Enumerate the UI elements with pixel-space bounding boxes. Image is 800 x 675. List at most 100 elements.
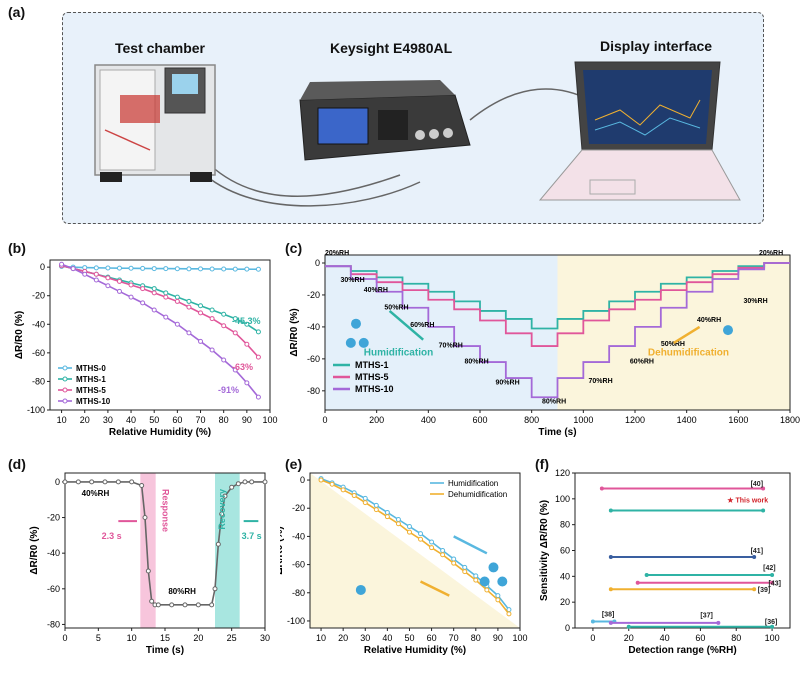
range-start bbox=[644, 573, 649, 578]
test-chamber-illustration bbox=[94, 64, 216, 182]
droplet-icon bbox=[345, 337, 356, 348]
data-point bbox=[140, 265, 146, 271]
y-tick-label: -100 bbox=[287, 616, 305, 626]
y-tick-label: 0 bbox=[55, 477, 60, 487]
legend-label: MTHS-1 bbox=[76, 375, 106, 384]
legend-label: MTHS-5 bbox=[76, 386, 106, 395]
data-point bbox=[406, 524, 412, 530]
data-point bbox=[105, 265, 111, 271]
data-point bbox=[232, 316, 238, 322]
data-point bbox=[209, 347, 215, 353]
data-point bbox=[198, 266, 204, 272]
x-tick-label: 100 bbox=[512, 633, 527, 643]
x-tick-label: 90 bbox=[242, 415, 252, 425]
plot-frame bbox=[49, 259, 271, 411]
data-point bbox=[229, 484, 235, 490]
data-point bbox=[163, 290, 169, 296]
y-tick-label: -100 bbox=[27, 405, 45, 415]
y-tick-label: 0 bbox=[315, 258, 320, 268]
data-point bbox=[182, 602, 188, 608]
droplet-icon bbox=[488, 562, 499, 573]
data-point bbox=[221, 357, 227, 363]
legend-label: MTHS-10 bbox=[355, 384, 394, 394]
x-axis-label: Time (s) bbox=[146, 645, 184, 656]
y-tick-label: -80 bbox=[32, 376, 45, 386]
data-point bbox=[255, 394, 261, 400]
data-point bbox=[406, 529, 412, 535]
y-tick-label: 0 bbox=[40, 262, 45, 272]
range-start bbox=[626, 624, 631, 629]
rh-label: 80%RH bbox=[542, 399, 566, 406]
data-point bbox=[174, 294, 180, 300]
x-tick-label: 60 bbox=[695, 633, 705, 643]
data-point bbox=[89, 479, 95, 485]
x-tick-label: 5 bbox=[96, 633, 101, 643]
setup-illustration bbox=[94, 61, 741, 207]
data-point bbox=[244, 380, 250, 386]
data-point bbox=[221, 311, 227, 317]
data-point bbox=[373, 502, 379, 508]
x-tick-label: 400 bbox=[421, 415, 436, 425]
range-start bbox=[590, 619, 595, 624]
legend-label: Dehumidification bbox=[448, 490, 507, 499]
data-point bbox=[102, 479, 108, 485]
x-tick-label: 40 bbox=[660, 633, 670, 643]
data-point bbox=[105, 283, 111, 289]
x-tick-label: 90 bbox=[493, 633, 503, 643]
data-point bbox=[244, 266, 250, 272]
y-tick-label: -20 bbox=[32, 291, 45, 301]
range-start bbox=[608, 587, 613, 592]
droplet-icon bbox=[358, 337, 369, 348]
value-annotation: -45.3% bbox=[232, 316, 261, 326]
x-tick-label: 20 bbox=[193, 633, 203, 643]
series-line bbox=[61, 265, 259, 271]
data-point bbox=[418, 531, 424, 537]
data-point bbox=[340, 487, 346, 493]
rh-label: 20%RH bbox=[325, 250, 349, 257]
rh-label: 20%RH bbox=[759, 250, 783, 257]
x-tick-label: 600 bbox=[472, 415, 487, 425]
data-point bbox=[174, 298, 180, 304]
rh-label: 40%RH bbox=[82, 489, 110, 498]
data-point bbox=[222, 493, 228, 499]
display-title: Display interface bbox=[600, 38, 713, 54]
data-point bbox=[384, 509, 390, 515]
x-tick-label: 25 bbox=[227, 633, 237, 643]
data-point bbox=[174, 266, 180, 272]
x-tick-label: 70 bbox=[449, 633, 459, 643]
plot-frame bbox=[309, 472, 521, 629]
data-point bbox=[473, 577, 479, 583]
data-point bbox=[163, 266, 169, 272]
reference-label: [40] bbox=[751, 481, 763, 488]
data-point bbox=[262, 479, 268, 485]
plot-frame bbox=[324, 254, 791, 411]
data-point bbox=[373, 507, 379, 513]
data-point bbox=[440, 548, 446, 553]
data-point bbox=[451, 560, 457, 566]
rh-label: 70%RH bbox=[439, 343, 463, 350]
data-point bbox=[198, 303, 204, 309]
x-tick-label: 20 bbox=[624, 633, 634, 643]
data-point bbox=[195, 602, 201, 608]
dynamic-response-chart: 0 200 400 600 800 1000 1200 1400 1600 1800 0 -20 -40… bbox=[289, 250, 800, 438]
data-point bbox=[451, 556, 457, 562]
y-tick-label: -20 bbox=[307, 290, 320, 300]
data-point bbox=[232, 330, 238, 336]
range-end bbox=[752, 554, 757, 559]
humidification-arrow bbox=[453, 535, 488, 555]
y-tick-label: -40 bbox=[32, 319, 45, 329]
droplet-icon bbox=[479, 576, 490, 587]
data-point bbox=[329, 481, 335, 487]
range-end bbox=[761, 486, 766, 491]
lcr-meter-illustration bbox=[299, 80, 471, 161]
data-point bbox=[462, 569, 468, 575]
response-label: Response bbox=[160, 489, 170, 532]
y-tick-label: 40 bbox=[560, 571, 570, 581]
data-point bbox=[362, 500, 368, 506]
data-point bbox=[506, 611, 512, 617]
y-tick-label: -20 bbox=[292, 503, 305, 513]
x-tick-label: 80 bbox=[471, 633, 481, 643]
dehumidification-region bbox=[557, 255, 790, 410]
y-tick-label: -60 bbox=[307, 354, 320, 364]
x-tick-label: 100 bbox=[262, 415, 277, 425]
